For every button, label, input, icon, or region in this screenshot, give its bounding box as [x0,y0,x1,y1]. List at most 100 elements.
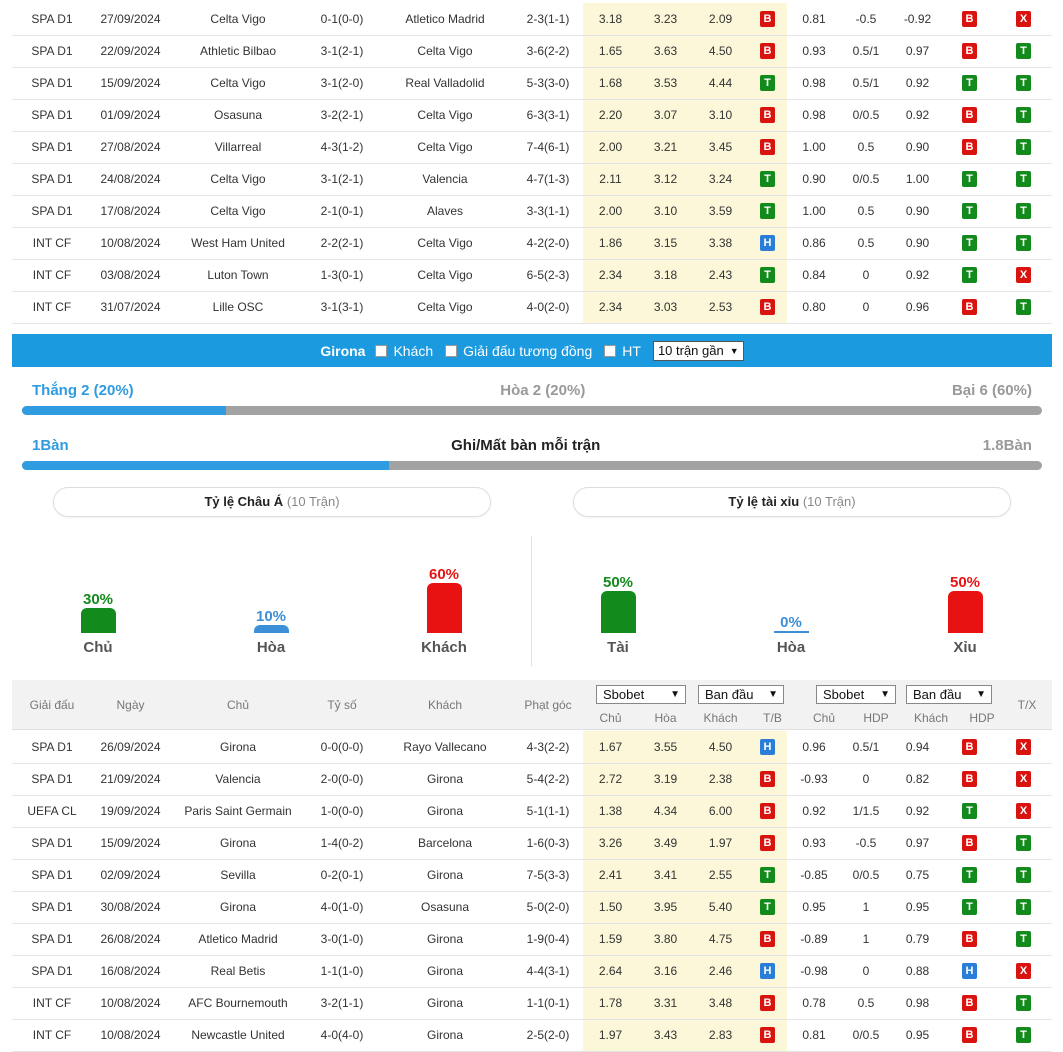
score-cell[interactable]: 1-3(0-1) [307,259,377,292]
table-row[interactable]: SPA D1 17/08/2024 Celta Vigo 2-1(0-1) Alaves… [12,195,1052,228]
score-cell[interactable]: 0-2(0-1) [307,859,377,892]
over-under-tab[interactable]: Tỷ lệ tài xỉu (10 Trận) [573,487,1011,517]
table-row[interactable]: SPA D1 30/08/2024 Girona 4-0(1-0) Osasuna 5-0… [12,891,1052,924]
table-row[interactable]: SPA D1 27/08/2024 Villarreal 4-3(1-2) Celta … [12,131,1052,164]
away-team-cell[interactable]: Alaves [377,195,513,228]
away-checkbox[interactable] [375,344,388,357]
same-league-filter[interactable]: Giải đấu tương đồng [445,343,592,359]
score-cell[interactable]: 3-1(2-0) [307,67,377,100]
score-cell[interactable]: 1-4(0-2) [307,827,377,860]
away-team-cell[interactable]: Real Valladolid [377,67,513,100]
away-team-cell[interactable]: Celta Vigo [377,99,513,132]
table-row[interactable]: INT CF 31/07/2024 Lille OSC 3-1(3-1) Celta V… [12,291,1052,324]
home-team-cell[interactable]: AFC Bournemouth [169,987,307,1020]
home-team-cell[interactable]: Lille OSC [169,291,307,324]
same-league-checkbox[interactable] [445,344,458,357]
handicap-time-select[interactable]: Ban đầu ▼ [906,685,992,704]
score-cell[interactable]: 3-1(2-1) [307,163,377,196]
home-team-cell[interactable]: Celta Vigo [169,3,307,36]
result-badge: H [748,731,787,764]
league-cell: SPA D1 [12,923,92,956]
away-team-cell[interactable]: Girona [377,763,513,796]
away-filter[interactable]: Khách [375,343,433,359]
table-row[interactable]: SPA D1 26/09/2024 Girona 0-0(0-0) Rayo Valle… [12,731,1052,764]
home-team-cell[interactable]: Celta Vigo [169,163,307,196]
away-team-cell[interactable]: Rayo Vallecano [377,731,513,764]
score-cell[interactable]: 2-1(0-1) [307,195,377,228]
home-odds-cell: 2.00 [583,131,638,164]
home-team-cell[interactable]: Osasuna [169,99,307,132]
away-team-cell[interactable]: Atletico Madrid [377,3,513,36]
away-team-cell[interactable]: Girona [377,1019,513,1052]
home-team-cell[interactable]: Girona [169,891,307,924]
table-row[interactable]: INT CF 10/08/2024 Newcastle United 4-0(4-0)… [12,1019,1052,1052]
away-team-cell[interactable]: Celta Vigo [377,227,513,260]
score-cell[interactable]: 0-0(0-0) [307,731,377,764]
table-row[interactable]: SPA D1 22/09/2024 Athletic Bilbao 3-1(2-1) C… [12,35,1052,68]
asian-handicap-tab[interactable]: Tỷ lệ Châu Á (10 Trận) [53,487,491,517]
ht-checkbox[interactable] [604,344,617,357]
home-team-cell[interactable]: Newcastle United [169,1019,307,1052]
home-team-cell[interactable]: Valencia [169,763,307,796]
away-team-cell[interactable]: Valencia [377,163,513,196]
hdp-cell: -0.5 [841,3,891,36]
odds-time-select[interactable]: Ban đầu ▼ [698,685,784,704]
away-team-cell[interactable]: Celta Vigo [377,131,513,164]
away-team-cell[interactable]: Celta Vigo [377,291,513,324]
home-team-cell[interactable]: Villarreal [169,131,307,164]
score-cell[interactable]: 3-2(1-1) [307,987,377,1020]
handicap-company-select[interactable]: Sbobet ▼ [816,685,896,704]
score-cell[interactable]: 3-1(3-1) [307,291,377,324]
away-team-cell[interactable]: Girona [377,795,513,828]
league-cell: SPA D1 [12,99,92,132]
score-cell[interactable]: 2-0(0-0) [307,763,377,796]
table-row[interactable]: UEFA CL 19/09/2024 Paris Saint Germain 1-0(… [12,795,1052,828]
home-team-cell[interactable]: West Ham United [169,227,307,260]
table-row[interactable]: SPA D1 24/08/2024 Celta Vigo 3-1(2-1) Valenc… [12,163,1052,196]
col-home: Chủ [226,698,249,712]
table-row[interactable]: SPA D1 02/09/2024 Sevilla 0-2(0-1) Girona 7-5… [12,859,1052,892]
score-cell[interactable]: 3-0(1-0) [307,923,377,956]
score-cell[interactable]: 0-1(0-0) [307,3,377,36]
away-team-cell[interactable]: Girona [377,923,513,956]
table-row[interactable]: SPA D1 21/09/2024 Valencia 2-0(0-0) Girona 5-… [12,763,1052,796]
table-row[interactable]: INT CF 10/08/2024 AFC Bournemouth 3-2(1-1) G… [12,987,1052,1020]
table-row[interactable]: INT CF 03/08/2024 Luton Town 1-3(0-1) Celta … [12,259,1052,292]
girona-table-header: Giải đấu Ngày Chủ Tỷ số Khách Phạt góc S… [12,680,1052,730]
score-cell[interactable]: 3-1(2-1) [307,35,377,68]
away-team-cell[interactable]: Osasuna [377,891,513,924]
home-team-cell[interactable]: Girona [169,827,307,860]
home-team-cell[interactable]: Atletico Madrid [169,923,307,956]
away-team-cell[interactable]: Girona [377,859,513,892]
table-row[interactable]: SPA D1 01/09/2024 Osasuna 3-2(2-1) Celta Vig… [12,99,1052,132]
home-team-cell[interactable]: Luton Town [169,259,307,292]
table-row[interactable]: SPA D1 27/09/2024 Celta Vigo 0-1(0-0) Atleti… [12,3,1052,36]
home-team-cell[interactable]: Athletic Bilbao [169,35,307,68]
home-team-cell[interactable]: Girona [169,731,307,764]
away-team-cell[interactable]: Girona [377,955,513,988]
score-cell[interactable]: 4-0(1-0) [307,891,377,924]
home-team-cell[interactable]: Paris Saint Germain [169,795,307,828]
away-team-cell[interactable]: Girona [377,987,513,1020]
score-cell[interactable]: 1-0(0-0) [307,795,377,828]
table-row[interactable]: INT CF 10/08/2024 West Ham United 2-2(2-1) C… [12,227,1052,260]
home-team-cell[interactable]: Celta Vigo [169,67,307,100]
home-team-cell[interactable]: Celta Vigo [169,195,307,228]
away-team-cell[interactable]: Barcelona [377,827,513,860]
score-cell[interactable]: 4-0(4-0) [307,1019,377,1052]
score-cell[interactable]: 3-2(2-1) [307,99,377,132]
home-team-cell[interactable]: Real Betis [169,955,307,988]
home-team-cell[interactable]: Sevilla [169,859,307,892]
away-team-cell[interactable]: Celta Vigo [377,35,513,68]
score-cell[interactable]: 4-3(1-2) [307,131,377,164]
score-cell[interactable]: 2-2(2-1) [307,227,377,260]
odds-company-select[interactable]: Sbobet ▼ [596,685,686,704]
away-team-cell[interactable]: Celta Vigo [377,259,513,292]
table-row[interactable]: SPA D1 26/08/2024 Atletico Madrid 3-0(1-0) G… [12,923,1052,956]
score-cell[interactable]: 1-1(1-0) [307,955,377,988]
table-row[interactable]: SPA D1 16/08/2024 Real Betis 1-1(1-0) Girona… [12,955,1052,988]
ht-filter[interactable]: HT [604,343,641,359]
table-row[interactable]: SPA D1 15/09/2024 Girona 1-4(0-2) Barcelona 1… [12,827,1052,860]
match-count-select[interactable]: 10 trận gần ▼ [652,340,744,361]
table-row[interactable]: SPA D1 15/09/2024 Celta Vigo 3-1(2-0) Real V… [12,67,1052,100]
